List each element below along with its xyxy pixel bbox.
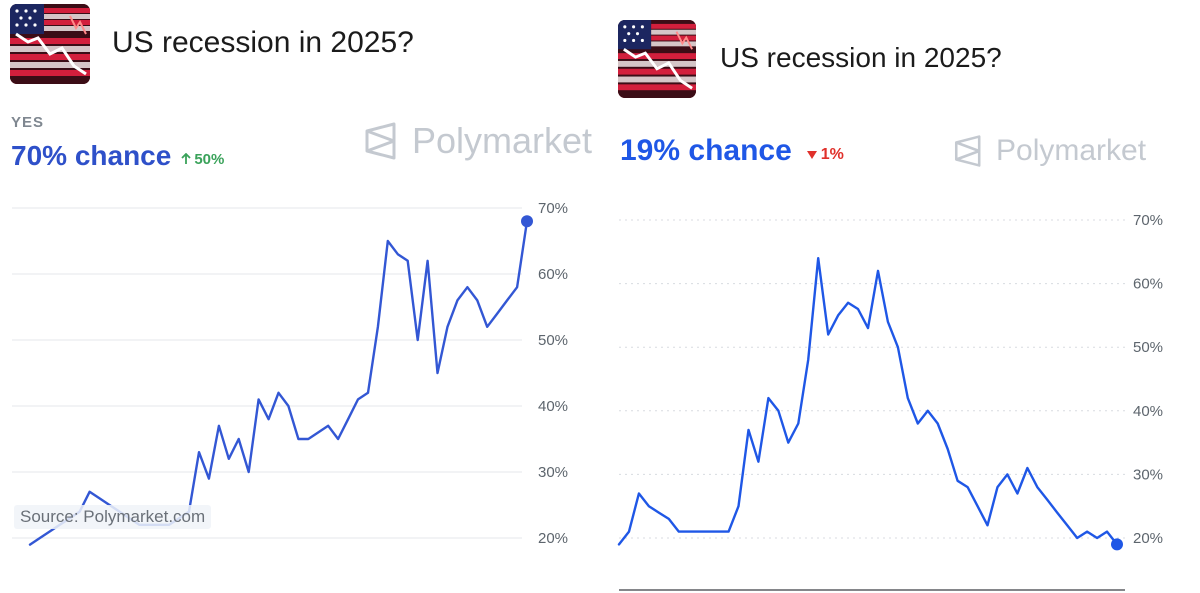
y-tick-label: 60% [538,266,568,283]
y-tick-label: 70% [1133,212,1163,229]
right-probability-chart: 70% 60% 50% 40% 30% 20% [617,212,1163,591]
y-tick-label: 30% [538,464,568,481]
delta-value: 1% [820,146,844,163]
source-caption: Source: Polymarket.com [14,505,212,529]
chance-row: 19% chance 1% [620,134,844,168]
polymarket-brand: Polymarket [362,120,592,162]
polymarket-logo-icon [954,135,981,167]
y-tick-label: 60% [1133,276,1163,293]
delta-badge: 50% [181,151,224,168]
y-tick-label: 30% [1133,466,1163,483]
left-market-card: US recession in 2025? YES 70% chance 50%… [10,4,593,547]
chance-row: 70% chance 50% [11,140,224,172]
series-line [617,257,1119,546]
polymarket-logo-icon [365,122,396,160]
delta-value: 50% [194,150,225,168]
triangle-down-icon [806,151,817,159]
brand-name: Polymarket [996,134,1147,167]
flag-chart-thumbnail-icon [10,4,90,84]
panel-divider [599,0,601,593]
flag-chart-thumbnail-icon [618,20,696,98]
y-tick-label: 40% [538,398,568,415]
arrow-up-icon [181,153,191,164]
market-title: US recession in 2025? [112,26,414,59]
series-line [28,219,529,546]
outcome-label: YES [11,114,45,131]
y-tick-label: 40% [1133,403,1163,420]
y-tick-label: 20% [1133,530,1163,547]
y-tick-label: 50% [1133,339,1163,356]
y-tick-label: 50% [538,332,568,349]
market-title: US recession in 2025? [720,42,1002,73]
brand-name: Polymarket [412,120,593,161]
y-tick-label: 20% [538,530,568,547]
delta-badge: 1% [806,146,844,164]
chance-value: 70% chance [11,140,172,171]
last-value-dot [521,215,533,228]
y-tick-label: 70% [538,200,568,217]
last-value-dot [1111,538,1123,551]
chance-value: 19% chance [620,134,792,167]
polymarket-brand: Polymarket [952,134,1146,168]
right-market-card: US recession in 2025? 19% chance 1% Poly… [600,0,1200,593]
